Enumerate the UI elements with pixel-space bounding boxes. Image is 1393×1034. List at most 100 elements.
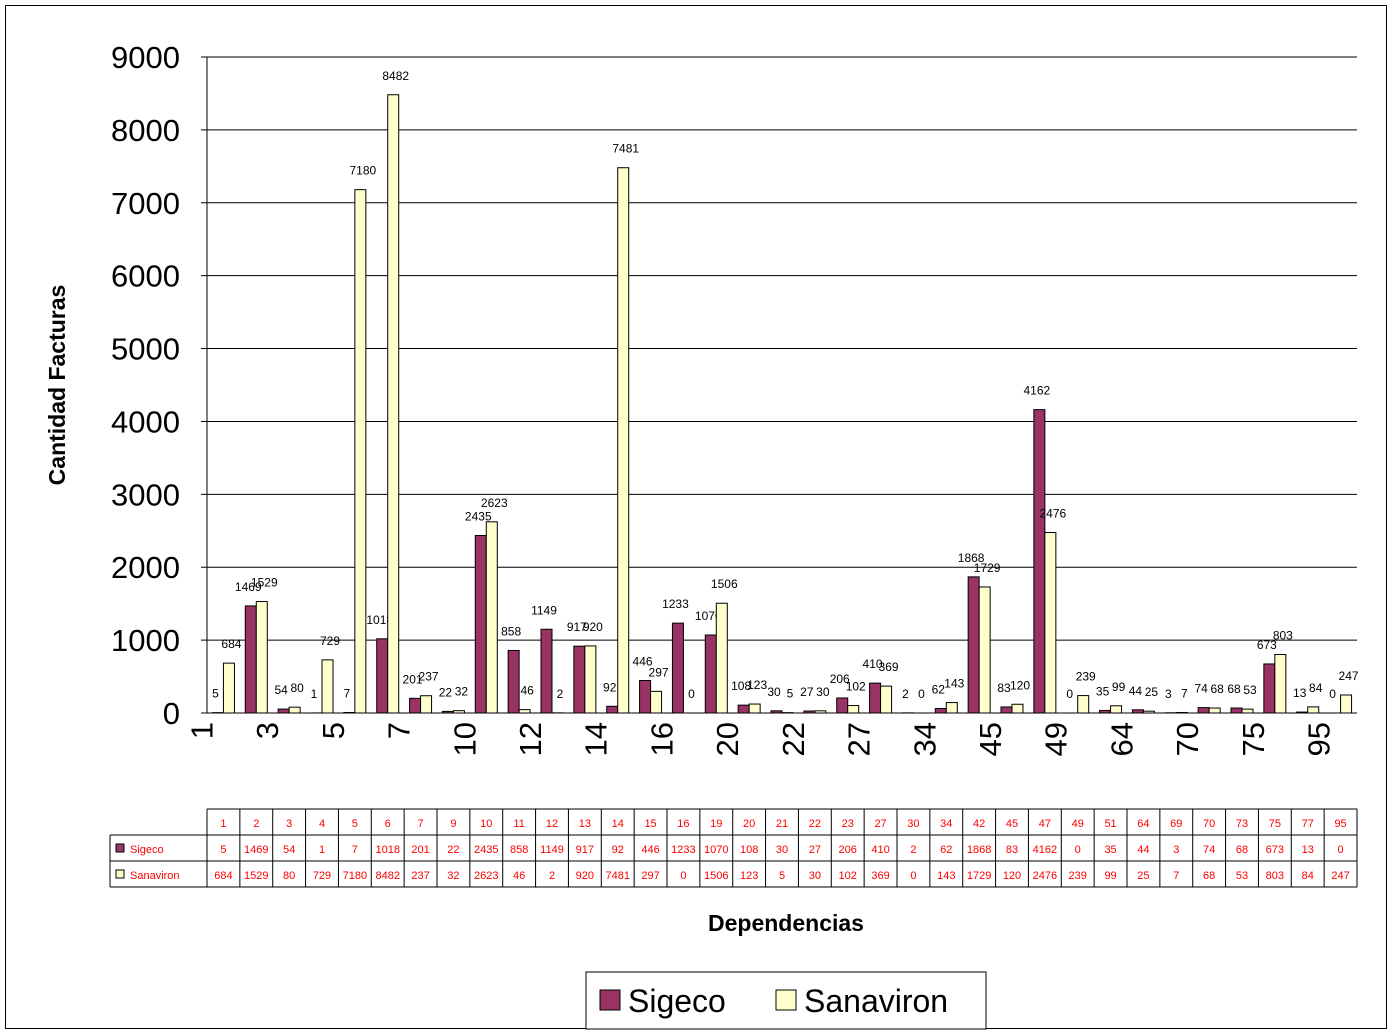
x-axis-title: Dependencias: [708, 910, 864, 936]
bar-value-label: 25: [1145, 685, 1159, 699]
y-tick-label: 1000: [111, 623, 180, 658]
table-series-label: Sanaviron: [130, 870, 180, 882]
bar-value-label: 684: [221, 637, 241, 651]
table-cell: 4162: [1033, 844, 1057, 856]
bar-sanaviron: [321, 659, 334, 714]
table-cell: 1233: [671, 844, 695, 856]
bar-value-label: 1469: [235, 580, 262, 594]
table-category-label: 20: [743, 818, 755, 830]
bar-sanaviron: [748, 703, 761, 714]
bar-value-label: 2476: [1040, 507, 1067, 521]
bar-value-label: 201: [403, 672, 423, 686]
bar-value-label: 4162: [1024, 384, 1051, 398]
bar-sanaviron: [715, 602, 728, 714]
bar-sanaviron: [1142, 710, 1155, 714]
bar-sanaviron: [650, 690, 663, 714]
bar-value-label: 27: [800, 685, 814, 699]
table-cell: 239: [1069, 870, 1087, 882]
bar-sanaviron: [978, 586, 991, 714]
bar-value-label: 297: [649, 665, 669, 679]
x-tick-label: 16: [644, 722, 679, 756]
bar-value-label: 44: [1129, 684, 1143, 698]
table-cell: 53: [1236, 870, 1248, 882]
bar-value-label: 247: [1339, 669, 1359, 683]
bar-value-label: 0: [918, 687, 925, 701]
bar-value-label: 1233: [662, 597, 689, 611]
table-category-label: 1: [220, 818, 226, 830]
bar-sanaviron: [1241, 708, 1254, 714]
bar-value-label: 1149: [531, 603, 557, 617]
table-category-label: 4: [319, 818, 325, 830]
bar-value-label: 1729: [974, 561, 1001, 575]
bar-sanaviron: [387, 94, 400, 714]
bar-sigeco: [1230, 707, 1243, 714]
bar-sigeco: [770, 710, 783, 714]
table-cell: 108: [740, 844, 758, 856]
bar-value-label: 3: [1165, 687, 1172, 701]
table-cell: 206: [839, 844, 857, 856]
bar-value-label: 30: [816, 685, 830, 699]
bar-value-label: 99: [1112, 680, 1126, 694]
table-cell: 1070: [704, 844, 728, 856]
bar-sanaviron: [1011, 703, 1024, 714]
table-cell: 3: [1173, 844, 1179, 856]
table-category-label: 45: [1006, 818, 1018, 830]
y-tick-label: 5000: [111, 332, 180, 367]
bar-value-label: 1018: [366, 613, 393, 627]
table-category-label: 75: [1269, 818, 1281, 830]
x-tick-label: 70: [1170, 722, 1205, 756]
table-cell: 201: [411, 844, 429, 856]
bar-value-label: 917: [567, 620, 587, 634]
table-cell: 410: [871, 844, 889, 856]
table-cell: 30: [809, 870, 821, 882]
bar-sigeco: [277, 708, 290, 714]
table-cell: 247: [1331, 870, 1349, 882]
bar-value-label: 5: [212, 687, 219, 701]
bar-value-label: 673: [1257, 638, 1277, 652]
bar-sanaviron: [814, 710, 827, 714]
table-cell: 803: [1266, 870, 1284, 882]
bar-sigeco: [704, 634, 717, 714]
bar-sanaviron: [222, 662, 235, 714]
bar-value-label: 32: [455, 685, 469, 699]
bar-sanaviron: [518, 709, 531, 714]
y-tick-label: 4000: [111, 404, 180, 439]
x-tick-label: 34: [907, 722, 942, 756]
table-category-label: 70: [1203, 818, 1215, 830]
bar-sanaviron: [945, 702, 958, 714]
table-cell: 1469: [244, 844, 268, 856]
x-tick-label: 10: [447, 722, 482, 756]
table-cell: 7180: [343, 870, 367, 882]
y-tick-label: 3000: [111, 477, 180, 512]
bar-value-label: 46: [520, 684, 534, 698]
table-cell: 1729: [967, 870, 991, 882]
table-cell: 1506: [704, 870, 728, 882]
bar-sanaviron: [288, 706, 301, 714]
bar-value-label: 1506: [711, 577, 738, 591]
table-cell: 32: [447, 870, 459, 882]
table-cell: 5: [220, 844, 226, 856]
table-cell: 7: [352, 844, 358, 856]
bar-sigeco: [1131, 709, 1144, 714]
table-cell: 13: [1302, 844, 1314, 856]
table-cell: 27: [809, 844, 821, 856]
x-tick-label: 95: [1302, 722, 1337, 756]
bar-sanaviron: [584, 645, 597, 714]
bar-value-label: 729: [320, 634, 340, 648]
table-cell: 7481: [605, 870, 629, 882]
bar-value-label: 5: [787, 687, 794, 701]
bar-value-label: 0: [688, 687, 695, 701]
table-cell: 369: [871, 870, 889, 882]
table-category-label: 2: [253, 818, 259, 830]
bar-value-label: 1070: [695, 609, 722, 623]
bar-value-label: 108: [731, 679, 751, 693]
bar-sanaviron: [880, 685, 893, 714]
bar-value-label: 120: [1010, 678, 1030, 692]
x-tick-label: 75: [1236, 722, 1271, 756]
table-cell: 2: [549, 870, 555, 882]
legend-swatch-sigeco: [599, 989, 621, 1011]
x-tick-label: 45: [973, 722, 1008, 756]
y-tick-label: 7000: [111, 186, 180, 221]
table-cell: 84: [1302, 870, 1314, 882]
